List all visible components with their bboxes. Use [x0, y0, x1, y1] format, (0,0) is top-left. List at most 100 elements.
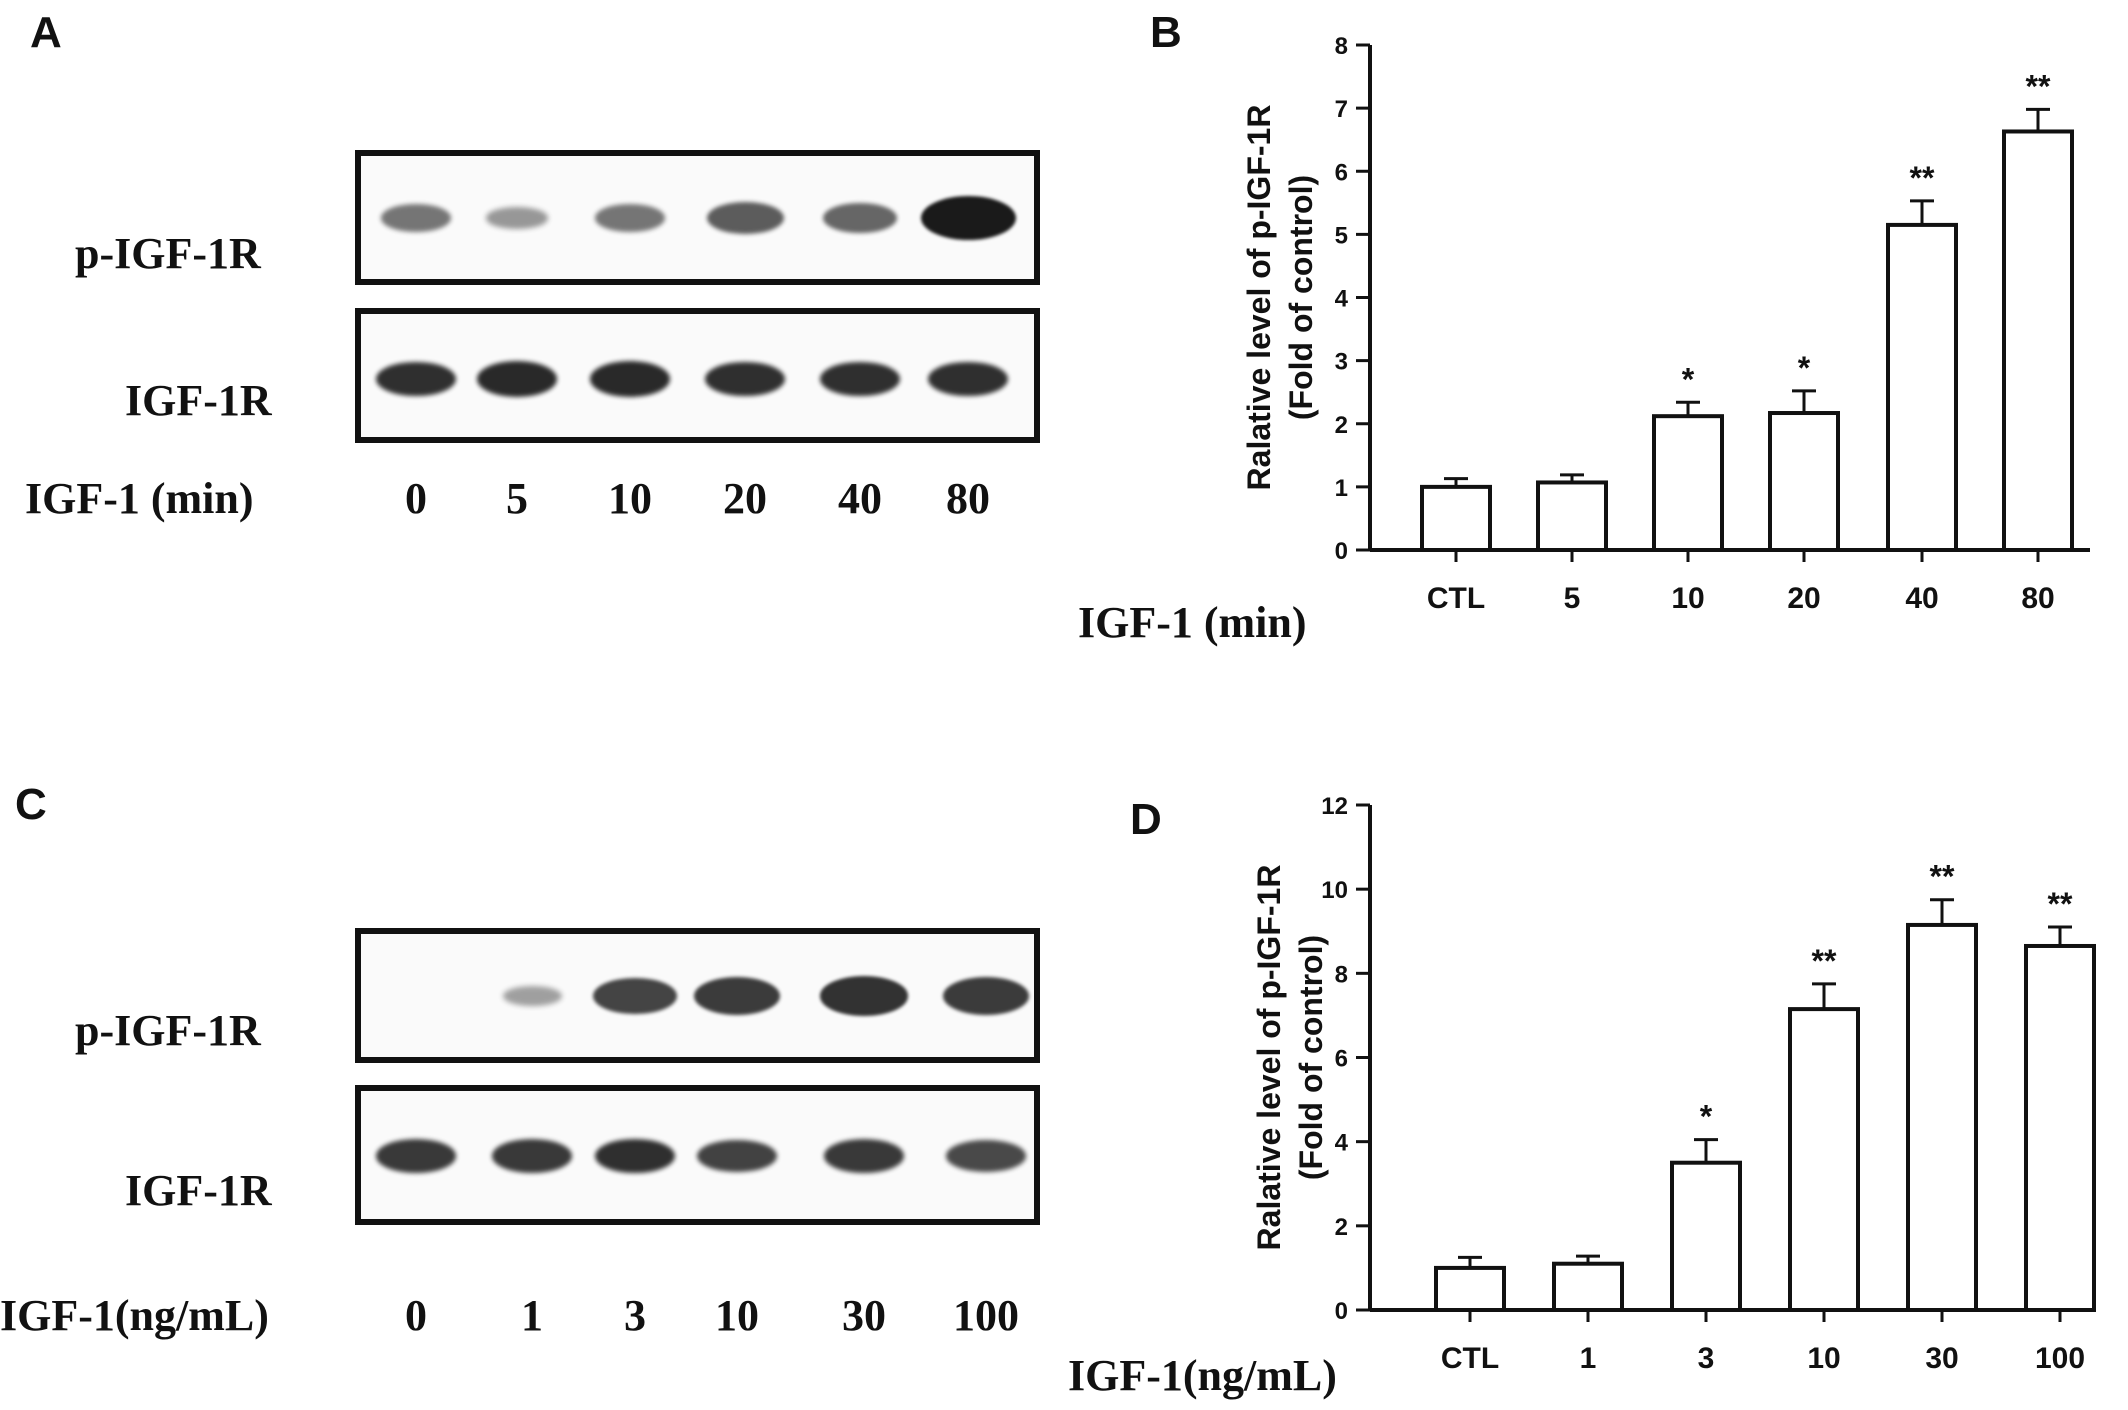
lane-label: 0	[405, 1291, 427, 1340]
blot-a-total-membrane	[355, 308, 1040, 443]
x-tick-label: CTL	[1441, 1342, 1499, 1375]
phospho-band	[943, 977, 1029, 1015]
lane-label: 20	[723, 474, 767, 523]
x-tick-label: 30	[1925, 1342, 1958, 1375]
x-tick-label: 100	[2035, 1342, 2085, 1375]
y-tick-label: 8	[1335, 961, 1348, 988]
y-tick-label: 4	[1335, 286, 1349, 313]
chart-d-x-title: IGF-1(ng/mL)	[1068, 1351, 1337, 1400]
lane-label: 10	[715, 1291, 759, 1340]
y-tick-label: 8	[1335, 33, 1348, 60]
y-tick-label: 3	[1335, 349, 1348, 376]
panel-letter-c: C	[15, 780, 47, 829]
blot-c-row-label-phospho: p-IGF-1R	[75, 1006, 261, 1055]
y-tick-label: 12	[1321, 793, 1348, 820]
y-tick-label: 6	[1335, 159, 1348, 186]
phospho-band	[380, 204, 452, 232]
phospho-band	[706, 202, 784, 234]
lane-label: 3	[624, 1291, 646, 1340]
x-tick-label: 20	[1787, 582, 1820, 615]
significance-label: *	[1798, 350, 1811, 386]
panel-letter-b: B	[1150, 8, 1182, 57]
lane-label: 40	[838, 474, 882, 523]
panel-letter-d: D	[1130, 795, 1162, 844]
blot-c-row-label-total: IGF-1R	[125, 1166, 272, 1215]
y-tick-label: 6	[1335, 1046, 1348, 1073]
lane-label: 5	[506, 474, 528, 523]
bar	[1652, 414, 1724, 552]
bar	[1536, 480, 1608, 552]
x-tick-label: 1	[1580, 1342, 1597, 1375]
panel-letter-a: A	[30, 8, 62, 57]
bar	[2002, 129, 2074, 552]
lane-label: 10	[608, 474, 652, 523]
bar	[1670, 1160, 1742, 1313]
y-tick-label: 2	[1335, 1214, 1348, 1241]
blot-a-x-title: IGF-1 (min)	[25, 474, 254, 523]
bar	[1768, 411, 1840, 552]
blot-c-x-title: IGF-1(ng/mL)	[0, 1291, 269, 1340]
total-band	[477, 361, 557, 397]
phospho-band	[502, 986, 562, 1006]
x-tick-label: 40	[1905, 582, 1938, 615]
significance-label: *	[1682, 361, 1695, 397]
blot-a-row-label-phospho: p-IGF-1R	[75, 229, 261, 278]
y-tick-label: 4	[1335, 1130, 1349, 1157]
phospho-band	[694, 977, 780, 1015]
bar	[1788, 1007, 1860, 1313]
bar-chart-d: 0 2 4 6 8 10 12 CTL 1 3 * 10 ** 30 ** 100 ** Ralative lev…	[1251, 793, 2096, 1375]
significance-label: **	[1910, 160, 1935, 196]
y-tick-label: 0	[1335, 1298, 1348, 1325]
bar	[1552, 1261, 1624, 1313]
phospho-band	[819, 976, 909, 1016]
lane-label: 100	[953, 1291, 1019, 1340]
x-tick-label: 80	[2021, 582, 2054, 615]
blot-a-row-label-total: IGF-1R	[125, 376, 272, 425]
significance-label: **	[1930, 859, 1955, 895]
total-band	[697, 1139, 777, 1173]
x-tick-label: 10	[1807, 1342, 1840, 1375]
phospho-band	[486, 207, 548, 229]
y-tick-label: 0	[1335, 538, 1348, 565]
total-band	[946, 1140, 1026, 1172]
total-band	[824, 1139, 904, 1173]
total-band	[820, 361, 900, 397]
phospho-band	[594, 204, 666, 232]
y-axis-title: Ralative level of p-IGF-1R	[1241, 105, 1277, 491]
blot-c-total-membrane	[355, 1085, 1040, 1225]
total-band	[376, 1139, 456, 1173]
y-tick-label: 10	[1321, 877, 1348, 904]
lane-label: 0	[405, 474, 427, 523]
bar	[1886, 222, 1958, 552]
y-tick-label: 2	[1335, 412, 1348, 439]
bar	[1420, 484, 1492, 552]
y-tick-label: 7	[1335, 96, 1348, 123]
chart-b-x-title: IGF-1 (min)	[1078, 598, 1307, 647]
lane-label: 1	[521, 1291, 543, 1340]
significance-label: *	[1700, 1099, 1713, 1135]
y-axis-title: Ralative level of p-IGF-1R	[1251, 865, 1287, 1251]
blot-a-phospho-membrane	[355, 150, 1040, 285]
total-band	[590, 361, 670, 397]
lane-label: 80	[946, 474, 990, 523]
phospho-band	[593, 977, 677, 1015]
bar	[2024, 943, 2096, 1313]
x-tick-label: CTL	[1427, 582, 1485, 615]
y-tick-label: 5	[1335, 222, 1348, 249]
total-band	[595, 1138, 675, 1174]
total-band	[928, 361, 1008, 397]
x-tick-label: 3	[1698, 1342, 1715, 1375]
total-band	[376, 361, 456, 397]
x-tick-label: 10	[1671, 582, 1704, 615]
y-axis-subtitle: (Fold of control)	[1293, 935, 1329, 1180]
blot-c-phospho-membrane	[355, 928, 1040, 1063]
significance-label: **	[2048, 886, 2073, 922]
phospho-band	[822, 202, 898, 234]
lane-label: 30	[842, 1291, 886, 1340]
significance-label: **	[1812, 943, 1837, 979]
total-band	[492, 1139, 572, 1173]
y-tick-label: 1	[1335, 475, 1348, 502]
phospho-band	[920, 196, 1016, 240]
bar-chart-b: 0 1 2 3 4 5 6 7 8 CTL 5 10 * 20 * 40 ** 80 ** Ralative leve…	[1241, 33, 2090, 615]
bar	[1906, 922, 1978, 1312]
